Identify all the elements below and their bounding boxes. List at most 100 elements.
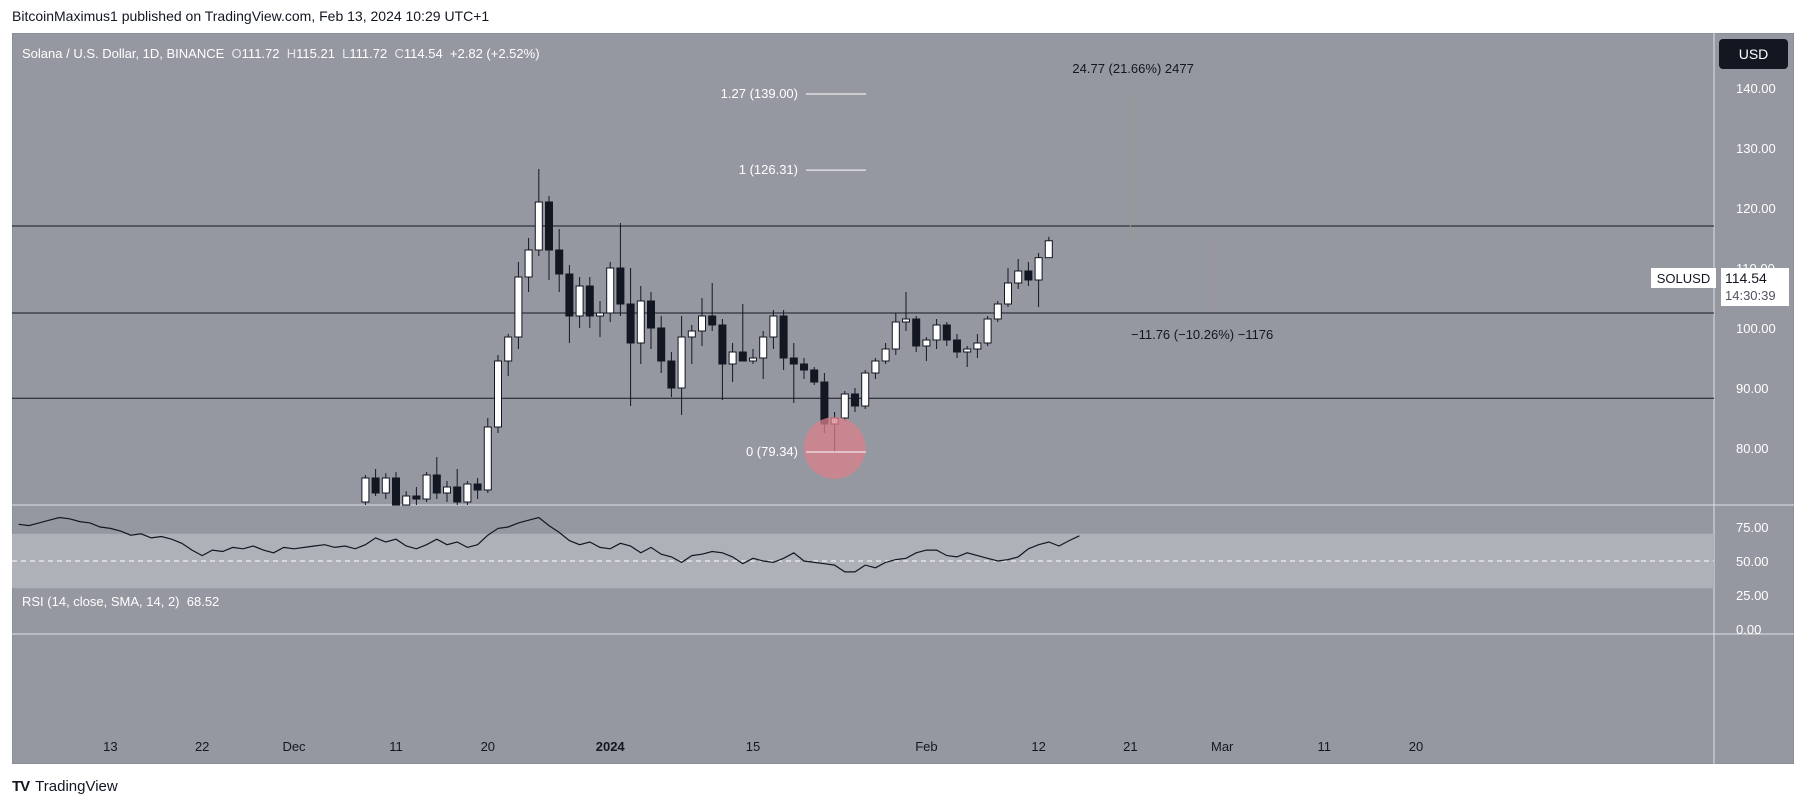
candle (942, 322, 951, 346)
candle-body (392, 477, 400, 506)
candle-body (453, 486, 462, 503)
measure-down-label: −11.76 (−10.26%) −1176 (1131, 327, 1273, 342)
candle (545, 196, 553, 280)
candle (534, 169, 543, 256)
candle (1044, 236, 1053, 259)
candle-body (565, 273, 574, 317)
candle (769, 310, 778, 349)
candle (657, 316, 666, 373)
candle-body (1044, 240, 1053, 259)
tradingview-brand: TradingView (35, 778, 118, 795)
price-tick: 130.00 (1736, 141, 1776, 156)
close-label: C (394, 46, 404, 61)
candle (800, 358, 808, 379)
fib-label-1: 1 (126.31) (739, 162, 798, 177)
candlesticks (361, 169, 1053, 506)
candle (524, 238, 533, 292)
high-value: 115.21 (296, 46, 335, 61)
candle-body (779, 315, 788, 359)
candle-body (545, 201, 553, 251)
high-label: H (286, 46, 297, 61)
candle (1004, 268, 1012, 307)
candle (1024, 262, 1033, 286)
candle (667, 352, 676, 397)
candle (718, 319, 727, 400)
candle-body (677, 336, 686, 389)
time-tick: 20 (1409, 739, 1423, 754)
candle-body (738, 351, 747, 362)
candle-body (942, 324, 951, 341)
low-value: 111.72 (349, 46, 388, 61)
candle (504, 334, 513, 376)
candle-body (881, 348, 890, 362)
candle (606, 262, 615, 322)
rsi-pane (12, 516, 1714, 589)
last-price: 114.54 (1725, 270, 1767, 286)
candle (596, 301, 604, 337)
symbol-title: Solana / U.S. Dollar, 1D, BINANCE (22, 46, 225, 61)
candle-body (381, 477, 390, 494)
change-value: +2.82 (+2.52%) (449, 46, 540, 61)
low-label: L (342, 46, 350, 61)
candle-body (667, 360, 676, 389)
candle-body (728, 351, 737, 365)
candle (473, 478, 482, 499)
time-tick: 20 (481, 739, 495, 754)
candle-body (698, 315, 706, 332)
candle-body (473, 483, 482, 491)
fib-label-2: 0 (79.34) (746, 444, 798, 459)
candle-body (626, 303, 635, 344)
time-tick: 12 (1031, 739, 1045, 754)
candle (749, 349, 757, 364)
candle (922, 337, 931, 361)
candle-body (973, 342, 982, 350)
annotations: 1.27 (139.00) 1 (126.31) 0 (79.34) 24.77 (2… (721, 61, 1273, 479)
candle-body (687, 330, 696, 338)
candle (575, 277, 584, 328)
currency-button[interactable]: USD (1719, 39, 1788, 69)
time-tick: 11 (1317, 739, 1331, 754)
candle-body (432, 474, 441, 494)
candle (381, 473, 390, 499)
bottom-highlight-circle (803, 417, 866, 479)
candle-body (953, 339, 961, 353)
candle (891, 313, 900, 355)
candle-body (963, 348, 972, 353)
candle-body (483, 426, 492, 491)
candle (963, 346, 972, 367)
footer-branding[interactable]: TV TradingView (12, 778, 118, 795)
candle-body (922, 339, 931, 347)
candle (392, 472, 400, 506)
candle-body (422, 474, 431, 500)
candle-body (871, 360, 880, 374)
candle (636, 286, 645, 364)
candle-body (840, 393, 849, 419)
time-tick: 22 (195, 739, 209, 754)
candle (647, 292, 655, 349)
candle (371, 469, 380, 496)
candle (851, 388, 859, 412)
rsi-value: 68.52 (186, 594, 220, 609)
candle-body (402, 495, 411, 506)
candle-body (606, 267, 615, 314)
price-chart[interactable]: 1.27 (139.00) 1 (126.31) 0 (79.34) 24.77 (2… (12, 33, 1794, 764)
candle-body (463, 483, 472, 503)
candle (494, 355, 502, 433)
candle-body (993, 303, 1002, 320)
candle (555, 229, 564, 292)
rsi-tick: 25.00 (1736, 588, 1769, 603)
candle-body (1024, 270, 1033, 281)
candle-body (647, 300, 655, 329)
candle-body (902, 318, 910, 323)
price-tick: 120.00 (1736, 201, 1776, 216)
publish-header: BitcoinMaximus1 published on TradingView… (12, 8, 490, 24)
time-tick: 2024 (596, 739, 626, 754)
candle (759, 331, 768, 379)
candle-body (708, 315, 717, 326)
candle-body (769, 315, 778, 338)
candle-body (616, 267, 625, 305)
candle-body (1014, 270, 1023, 284)
candle (432, 457, 441, 499)
price-tick: 80.00 (1736, 441, 1769, 456)
time-tick: 11 (389, 739, 403, 754)
